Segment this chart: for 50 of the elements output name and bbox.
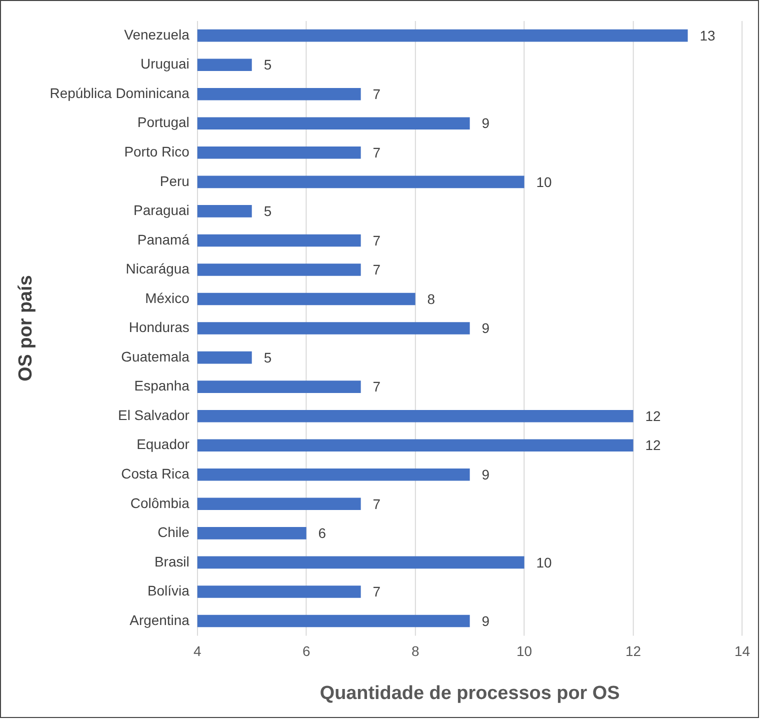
x-tick-label: 12	[626, 642, 642, 659]
y-tick-label: México	[145, 290, 190, 306]
data-label: 5	[264, 203, 272, 220]
data-label: 7	[372, 584, 381, 600]
data-label: 9	[482, 320, 490, 336]
y-tick-label: Colômbia	[130, 494, 190, 511]
y-tick-label: Venezuela	[124, 26, 190, 42]
y-tick-label: Panamá	[137, 231, 190, 248]
data-label: 12	[645, 408, 662, 424]
y-tick-label: Peru	[160, 172, 190, 189]
y-tick-label: Costa Rica	[121, 465, 190, 482]
data-label: 7	[372, 262, 381, 278]
data-label: 9	[482, 466, 490, 482]
data-label: 8	[427, 290, 436, 307]
data-label: 7	[372, 232, 381, 248]
y-tick-label: Paraguai	[134, 202, 190, 218]
data-label: 9	[482, 115, 490, 132]
y-axis-title: OS por país	[16, 275, 37, 382]
y-tick-label: Uruguai	[140, 56, 190, 72]
y-tick-label: Equador	[136, 436, 190, 452]
y-tick-label: República Dominicana	[50, 84, 190, 101]
x-axis-title: Quantidade de processos por OS	[320, 682, 620, 704]
x-tick-label: 6	[302, 642, 310, 659]
data-label: 13	[700, 27, 716, 44]
data-label: 7	[372, 86, 381, 102]
x-tick-label: 10	[516, 642, 532, 659]
data-label: 9	[482, 612, 490, 629]
y-tick-label: Nicarágua	[126, 260, 190, 277]
y-tick-label: Honduras	[128, 319, 190, 336]
x-tick-label: 8	[411, 642, 420, 659]
y-tick-label: Portugal	[137, 114, 190, 130]
y-tick-label: Guatemala	[121, 348, 190, 364]
data-label: 7	[372, 496, 381, 512]
data-label: 6	[318, 525, 326, 542]
data-label: 12	[645, 437, 662, 454]
data-label: 10	[536, 174, 552, 190]
y-tick-label: Espanha	[134, 378, 190, 394]
data-label: 5	[264, 56, 272, 73]
x-tick-label: 4	[193, 642, 202, 659]
y-tick-label: Brasil	[154, 553, 190, 570]
data-label: 7	[372, 378, 381, 395]
y-tick-label: Bolívia	[147, 582, 190, 599]
data-label: 5	[264, 349, 272, 366]
y-tick-label: El Salvador	[118, 406, 190, 423]
y-tick-label: Porto Rico	[124, 144, 190, 160]
y-tick-label: Chile	[158, 524, 190, 540]
x-tick-label: 14	[734, 642, 750, 659]
data-label: 7	[372, 144, 381, 161]
y-tick-label: Argentina	[130, 612, 190, 628]
data-label: 10	[536, 554, 552, 570]
